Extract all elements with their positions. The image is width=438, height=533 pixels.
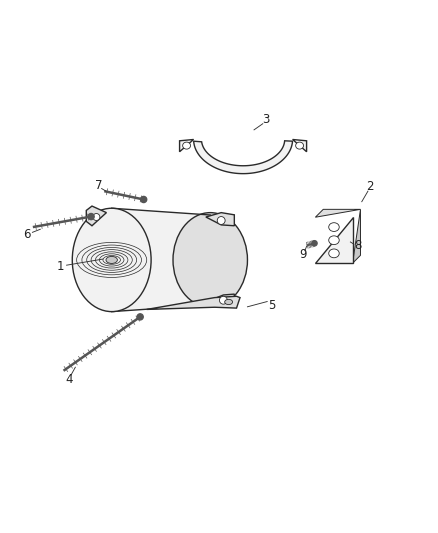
PathPatch shape [206,213,234,226]
Text: 3: 3 [263,114,270,126]
Ellipse shape [106,256,117,263]
Ellipse shape [141,197,147,203]
Ellipse shape [183,142,191,149]
Ellipse shape [312,241,317,246]
PathPatch shape [315,217,353,263]
Ellipse shape [225,300,233,304]
Ellipse shape [217,216,225,224]
Text: 5: 5 [268,300,275,312]
PathPatch shape [147,296,240,310]
Text: 2: 2 [366,180,374,193]
Ellipse shape [173,213,247,307]
Text: 1: 1 [57,260,64,273]
Ellipse shape [328,236,339,245]
PathPatch shape [204,294,234,306]
Ellipse shape [328,223,339,231]
PathPatch shape [194,141,293,174]
Text: 7: 7 [95,179,102,192]
PathPatch shape [112,208,210,312]
PathPatch shape [353,209,360,263]
Ellipse shape [219,296,227,304]
Text: 9: 9 [299,248,307,261]
PathPatch shape [315,209,360,217]
Ellipse shape [296,142,304,149]
Ellipse shape [88,214,94,220]
Ellipse shape [328,249,339,258]
Ellipse shape [93,214,100,221]
Ellipse shape [137,314,143,320]
Text: 4: 4 [65,373,73,386]
PathPatch shape [86,206,106,226]
Text: 6: 6 [23,228,31,240]
Text: 8: 8 [355,239,362,252]
PathPatch shape [293,140,307,152]
PathPatch shape [180,140,194,152]
Ellipse shape [72,208,151,312]
